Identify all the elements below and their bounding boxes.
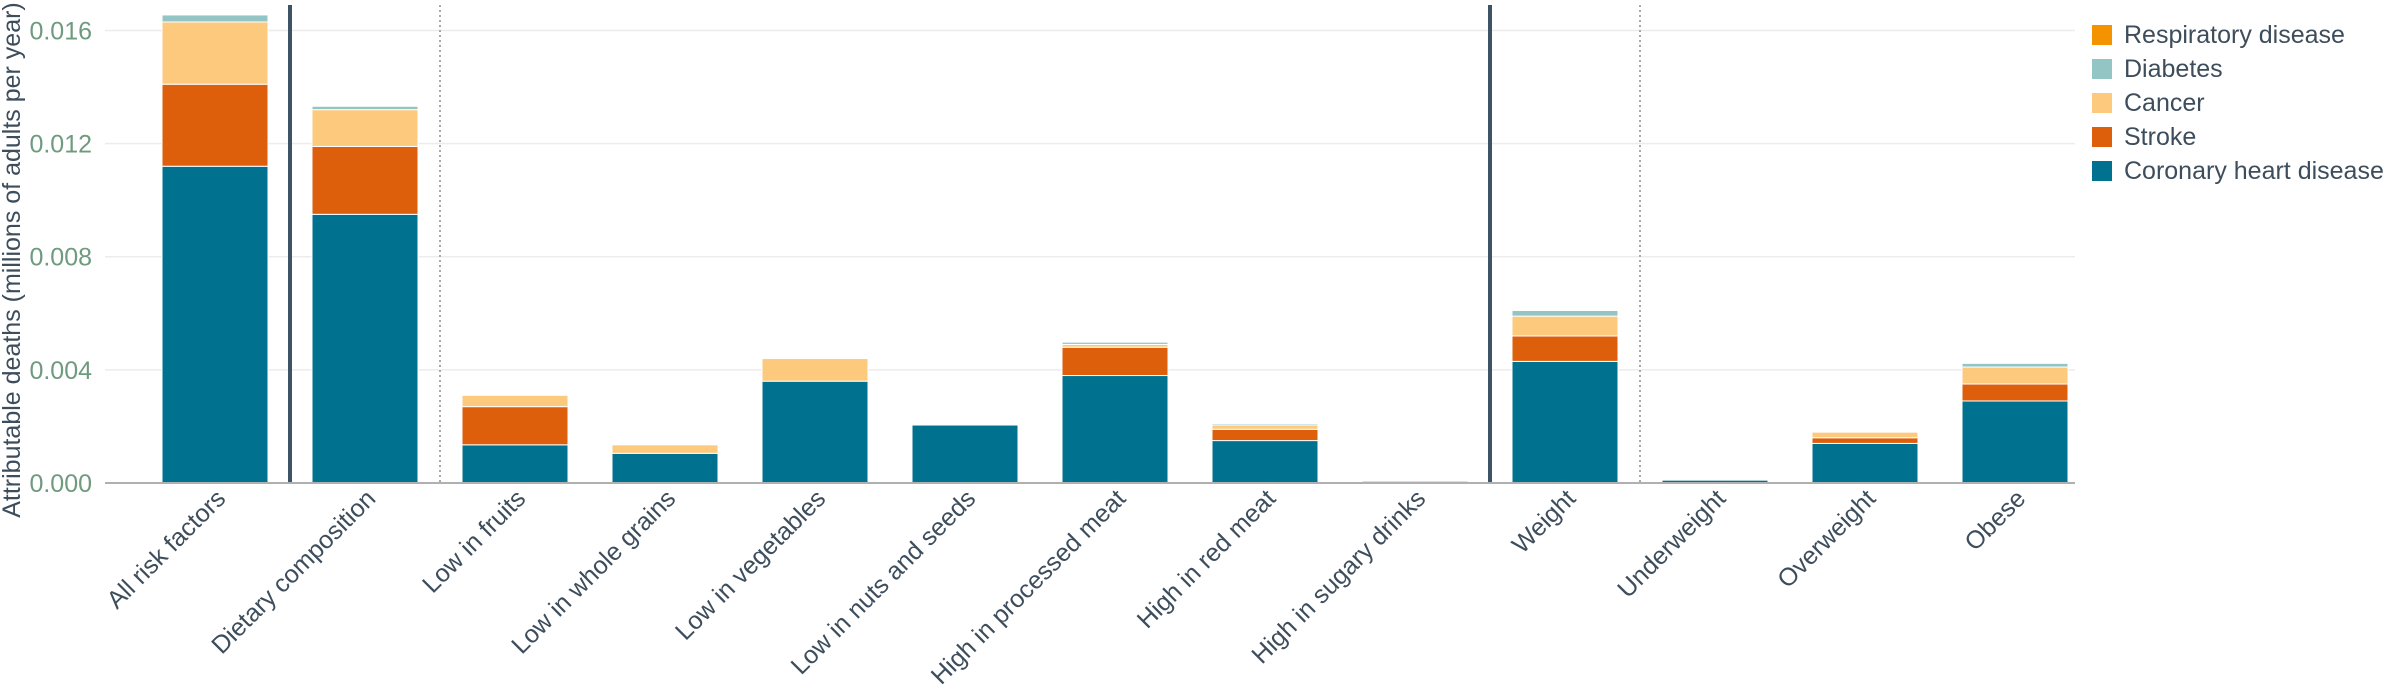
x-tick-label: Low in fruits xyxy=(417,484,531,598)
bar-segment-cancer xyxy=(461,394,569,408)
bar-segment-coronary-heart-disease xyxy=(161,165,269,484)
bar-segment-stroke xyxy=(461,406,569,446)
bar-segment-stroke xyxy=(1511,335,1619,362)
bar-segment-coronary-heart-disease xyxy=(311,213,419,484)
x-tick-label: Low in whole grains xyxy=(506,484,681,659)
bar-segment-coronary-heart-disease xyxy=(1511,360,1619,484)
bar-segment-stroke xyxy=(1061,346,1169,377)
x-tick-label: Underweight xyxy=(1612,484,1731,603)
bar-segment-cancer xyxy=(1511,315,1619,337)
bar-segment-cancer xyxy=(611,444,719,454)
legend-swatch xyxy=(2092,59,2112,79)
x-tick-label: Obese xyxy=(1959,484,2031,556)
y-tick-label: 0.012 xyxy=(29,131,92,159)
x-tick-label: Low in vegetables xyxy=(670,484,831,645)
bar-segment-coronary-heart-disease xyxy=(761,380,869,484)
x-tick-label: Overweight xyxy=(1772,484,1881,593)
legend-label: Respiratory disease xyxy=(2124,20,2345,49)
y-tick-labels: 0.000 0.004 0.008 0.012 0.016 xyxy=(29,17,92,498)
bar-segment-coronary-heart-disease xyxy=(1961,400,2069,484)
bar-segment-diabetes xyxy=(161,14,269,23)
x-tick-label: High in sugary drinks xyxy=(1246,484,1431,669)
bar-segment-coronary-heart-disease xyxy=(611,452,719,484)
bar-segment-diabetes xyxy=(1811,430,1919,433)
bar-segment-coronary-heart-disease xyxy=(461,444,569,484)
bar-segment-cancer xyxy=(1811,431,1919,439)
bar-segment-cancer xyxy=(311,109,419,147)
legend-item-stroke[interactable]: Stroke xyxy=(2092,120,2384,154)
bar-segment-diabetes xyxy=(1211,423,1319,426)
bar-segment-coronary-heart-disease xyxy=(1811,442,1919,484)
bar-segment-diabetes xyxy=(311,105,419,111)
legend: Respiratory disease Diabetes Cancer Stroke C… xyxy=(2092,18,2384,188)
bar-segment-diabetes xyxy=(1511,309,1619,317)
bar-segment-diabetes xyxy=(1961,362,2069,368)
bar-segment-stroke xyxy=(1961,383,2069,402)
bar-segment-stroke xyxy=(161,83,269,167)
legend-label: Cancer xyxy=(2124,88,2205,117)
legend-swatch xyxy=(2092,93,2112,113)
legend-swatch xyxy=(2092,25,2112,45)
legend-label: Diabetes xyxy=(2124,54,2223,83)
legend-item-cancer[interactable]: Cancer xyxy=(2092,86,2384,120)
bar-segment-diabetes xyxy=(1061,341,1169,345)
legend-label: Coronary heart disease xyxy=(2124,156,2384,185)
legend-item-respiratory-disease[interactable]: Respiratory disease xyxy=(2092,18,2384,52)
x-tick-label: Dietary composition xyxy=(206,484,381,659)
bar-layer xyxy=(161,14,2069,484)
bar-segment-cancer xyxy=(161,21,269,85)
x-tick-label: High in red meat xyxy=(1132,484,1282,634)
x-tick-label: All risk factors xyxy=(101,484,231,614)
legend-swatch xyxy=(2092,127,2112,147)
bar-segment-stroke xyxy=(1811,437,1919,444)
legend-swatch xyxy=(2092,161,2112,181)
separator-layer xyxy=(288,5,1641,483)
legend-item-diabetes[interactable]: Diabetes xyxy=(2092,52,2384,86)
bar-segment-cancer xyxy=(1211,424,1319,430)
y-tick-label: 0.016 xyxy=(29,17,92,45)
bar-segment-coronary-heart-disease xyxy=(911,424,1019,484)
y-tick-label: 0.008 xyxy=(29,244,92,272)
x-tick-label: Weight xyxy=(1507,484,1582,559)
y-tick-label: 0.004 xyxy=(29,357,92,385)
legend-item-coronary-heart-disease[interactable]: Coronary heart disease xyxy=(2092,154,2384,188)
bar-segment-stroke xyxy=(311,145,419,215)
y-axis-label: Attributable deaths (millions of adults … xyxy=(0,2,26,518)
bar-segment-cancer xyxy=(1961,366,2069,385)
bar-segment-cancer xyxy=(761,358,869,382)
legend-label: Stroke xyxy=(2124,122,2197,151)
bar-segment-coronary-heart-disease xyxy=(1211,440,1319,484)
bar-segment-stroke xyxy=(1211,428,1319,442)
y-tick-label: 0.000 xyxy=(29,470,92,498)
bar-segment-coronary-heart-disease xyxy=(1061,375,1169,484)
